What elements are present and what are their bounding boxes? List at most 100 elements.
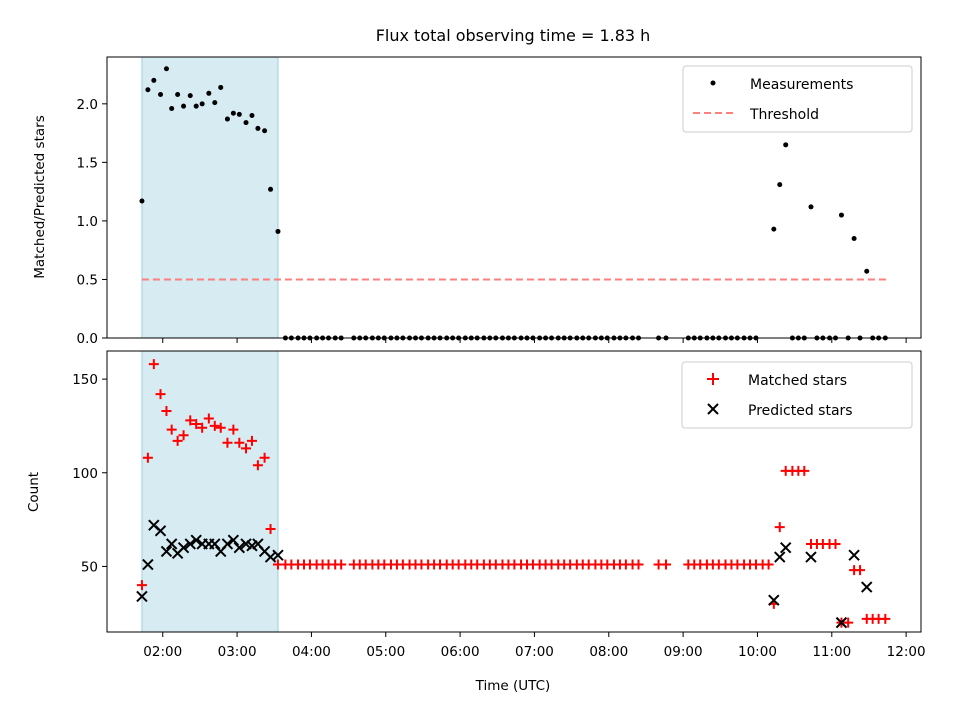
matched-point <box>191 419 202 430</box>
measurement-point <box>187 93 193 99</box>
predicted-point <box>209 538 221 550</box>
matched-point <box>155 389 166 400</box>
matched-point <box>166 424 177 435</box>
legend-threshold-label: Threshold <box>749 107 819 123</box>
x-tick-label: 10:00 <box>738 644 777 660</box>
measurement-point <box>864 268 870 274</box>
top-observing-window <box>141 56 279 339</box>
predicted-point <box>835 616 848 629</box>
bottom-series-predicted-stars <box>136 519 873 629</box>
bottom-legend: Matched stars Predicted stars <box>681 361 913 429</box>
predicted-point <box>272 549 284 561</box>
predicted-point <box>805 551 817 563</box>
measurement-point <box>139 198 145 204</box>
matched-point <box>880 613 891 624</box>
top-y-tick-label: 1.5 <box>77 155 98 171</box>
measurement-point <box>262 128 268 134</box>
matched-point <box>246 435 257 446</box>
measurement-point <box>218 84 224 90</box>
matched-point <box>252 460 263 471</box>
legend-measurements-marker <box>710 80 716 86</box>
measurement-point <box>224 116 230 122</box>
predicted-point <box>227 534 240 546</box>
top-legend: Measurements Threshold <box>682 65 913 133</box>
top-panel-ylabel: Matched/Predicted stars <box>32 115 48 278</box>
matched-point <box>136 580 147 591</box>
measurement-point <box>181 103 187 109</box>
predicted-point <box>779 541 792 554</box>
matched-point <box>843 617 854 628</box>
measurement-point <box>175 91 181 97</box>
x-tick-label: 05:00 <box>366 644 405 660</box>
legend-matched-marker <box>707 373 719 385</box>
bottom-y-tick-label: 100 <box>72 466 98 482</box>
matched-point <box>774 522 785 533</box>
legend-predicted-marker <box>707 403 719 415</box>
matched-point <box>185 415 196 426</box>
matched-point <box>799 465 810 476</box>
measurement-point <box>249 113 255 119</box>
matched-point <box>763 559 774 570</box>
measurement-point <box>230 110 236 116</box>
matched-point <box>633 559 644 570</box>
bottom-observing-window <box>141 350 279 633</box>
observing-window-layer <box>141 56 279 633</box>
legend-measurements-label: Measurements <box>750 77 853 93</box>
predicted-point <box>184 538 196 550</box>
top-y-tick-label: 1.0 <box>77 214 98 230</box>
x-axis-label: Time (UTC) <box>475 678 551 694</box>
measurement-point <box>163 66 169 72</box>
measurement-point <box>777 182 783 188</box>
measurement-point <box>838 212 844 218</box>
predicted-point <box>190 534 202 546</box>
measurement-point <box>275 228 281 234</box>
measurement-point <box>255 125 261 131</box>
matched-point <box>197 422 208 433</box>
x-tick-label: 02:00 <box>143 644 182 660</box>
matched-point <box>234 437 245 448</box>
matched-point <box>855 565 866 576</box>
matched-point <box>215 422 226 433</box>
axes-layer: 0.0 0.5 1.0 1.5 2.0 50 100 150 02:00 03:00 04:00 05… <box>72 56 926 660</box>
top-panel-frame <box>106 56 922 339</box>
matched-point <box>178 430 189 441</box>
predicted-point <box>768 594 780 606</box>
x-tick-label: 07:00 <box>515 644 554 660</box>
predicted-point <box>142 558 154 571</box>
predicted-point <box>165 538 178 550</box>
measurement-point <box>169 106 175 112</box>
matched-point <box>228 424 239 435</box>
matched-point <box>265 523 276 534</box>
predicted-point <box>136 590 148 603</box>
measurement-point <box>268 186 274 192</box>
measurement-point <box>771 226 777 232</box>
predicted-point <box>774 551 786 563</box>
x-tick-label: 04:00 <box>292 644 331 660</box>
predicted-point <box>233 541 246 554</box>
predicted-point <box>861 581 873 593</box>
matched-point <box>203 413 214 424</box>
x-tick-label: 06:00 <box>441 644 480 660</box>
measurement-point <box>212 100 218 106</box>
predicted-point <box>154 525 167 537</box>
legend-matched-label: Matched stars <box>748 373 847 389</box>
measurement-point <box>851 235 857 241</box>
measurement-point <box>199 101 205 107</box>
measurement-point <box>151 77 157 83</box>
measurement-point <box>808 204 814 210</box>
bottom-y-tick-label: 50 <box>81 559 98 575</box>
matched-point <box>161 405 172 416</box>
chart-title: Flux total observing time = 1.83 h <box>376 26 651 45</box>
matched-point <box>209 420 220 431</box>
matched-point <box>830 538 841 549</box>
matched-point <box>241 443 252 454</box>
predicted-point <box>848 549 860 561</box>
matched-point <box>172 435 183 446</box>
measurement-point <box>158 91 164 97</box>
measurement-point <box>243 120 249 126</box>
x-tick-label: 11:00 <box>812 644 851 660</box>
bottom-series-matched-stars <box>136 359 891 628</box>
matched-point <box>259 452 270 463</box>
bottom-panel-frame <box>106 350 922 633</box>
